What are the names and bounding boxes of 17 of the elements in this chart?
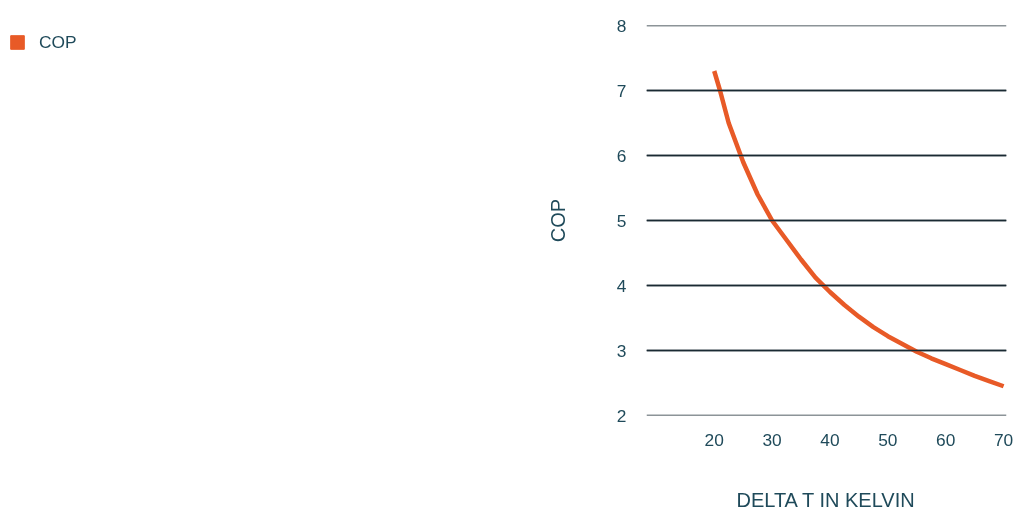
y-tick-label: 6 — [616, 145, 627, 166]
y-tick-label: 3 — [616, 340, 627, 361]
x-tick-label: 20 — [704, 429, 724, 450]
y-axis-title: COP — [546, 198, 569, 243]
y-tick-label: 8 — [616, 15, 627, 36]
y-tick-label: 2 — [616, 405, 627, 426]
x-tick-label: 70 — [993, 429, 1014, 450]
x-tick-label: 30 — [762, 429, 782, 450]
y-tick-label: 7 — [616, 80, 627, 101]
x-tick-label: 50 — [878, 429, 898, 450]
line-series — [711, 68, 1006, 389]
y-tick-label: 4 — [616, 275, 627, 296]
x-tick-label: 40 — [820, 429, 840, 450]
x-tick-label: 60 — [936, 429, 956, 450]
y-tick-label: 5 — [616, 210, 627, 231]
x-axis-title: DELTA T IN KELVIN — [736, 488, 915, 511]
legend-label: COP — [39, 31, 77, 53]
